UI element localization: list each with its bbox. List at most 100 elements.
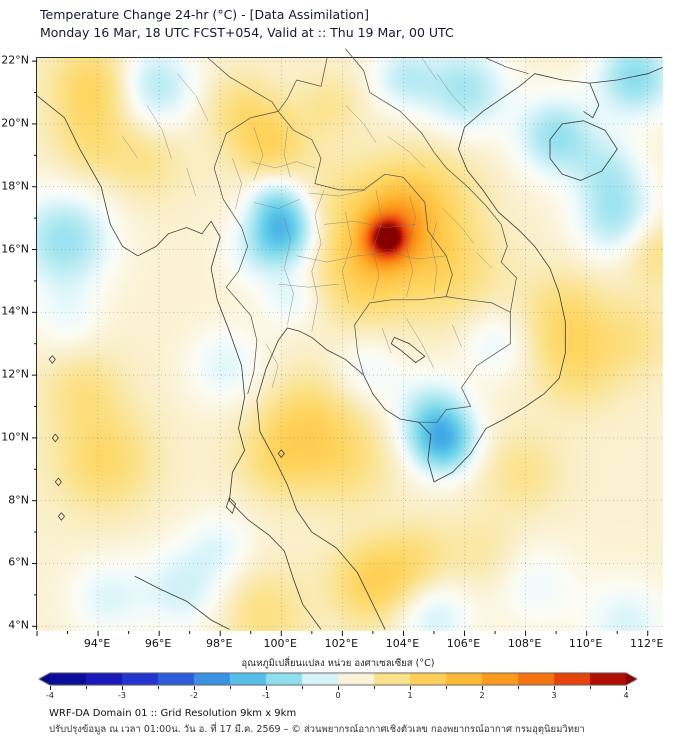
coastline <box>583 82 600 119</box>
x-tick-label: 112°E <box>629 637 664 650</box>
province-boundary <box>381 327 392 354</box>
y-tick-label: 8°N <box>8 493 29 507</box>
province-boundary <box>452 324 462 347</box>
x-tick-label: 102°E <box>324 637 359 650</box>
country-border <box>354 296 447 376</box>
map-plot-area <box>32 48 664 636</box>
colorbar-tick <box>410 686 411 690</box>
country-border <box>296 57 328 87</box>
colorbar-tick <box>446 686 447 689</box>
colorbar-tick-label: -4 <box>46 691 54 700</box>
y-tick-label: 22°N <box>1 53 29 67</box>
colorbar-ticks: -4 -3 -2 -1 0 1 2 3 4 <box>38 686 638 706</box>
province-boundary <box>345 104 377 143</box>
colorbar-tick-label: 0 <box>335 691 341 700</box>
coastline <box>36 95 322 630</box>
footer-update-info: ปรับปรุงข้อมูล ณ เวลา 01:00น. วัน อ. ที่… <box>49 724 585 735</box>
coastline <box>54 477 62 487</box>
map-overlay-svg <box>32 48 664 636</box>
colorbar-tick <box>194 686 195 690</box>
province-boundary <box>436 73 468 112</box>
province-boundary <box>253 199 300 209</box>
province-boundary <box>146 104 172 159</box>
country-border <box>277 79 297 112</box>
country-border <box>485 57 529 75</box>
province-boundary <box>342 211 352 303</box>
country-border <box>207 57 279 112</box>
coastline <box>549 120 618 181</box>
x-tick-label: 106°E <box>446 637 481 650</box>
y-tick-label: 6°N <box>8 555 29 569</box>
x-tick-label: 96°E <box>144 637 172 650</box>
province-boundary <box>406 318 435 369</box>
colorbar-tick <box>302 686 303 689</box>
y-tick-label: 18°N <box>1 179 29 193</box>
country-border <box>213 111 279 395</box>
footer-domain-info: WRF-DA Domain 01 :: Grid Resolution 9km … <box>49 708 297 719</box>
province-boundary <box>122 136 139 159</box>
colorbar-canvas <box>38 672 638 686</box>
province-boundary <box>186 167 197 197</box>
x-axis-labels: 94°E 96°E 98°E 100°E 102°E 104°E 106°E 108°E 110… <box>36 637 664 651</box>
y-tick-label: 16°N <box>1 242 29 256</box>
province-boundary <box>372 189 383 300</box>
coastline <box>57 512 66 521</box>
x-tick-label: 110°E <box>568 637 603 650</box>
coastline <box>225 497 236 515</box>
colorbar-tick <box>626 686 627 690</box>
province-boundary <box>388 136 425 169</box>
x-tick-label: 94°E <box>83 637 111 650</box>
colorbar: -4 -3 -2 -1 0 1 2 3 4 <box>38 672 638 706</box>
coastline <box>51 433 59 443</box>
province-boundary <box>253 127 264 181</box>
colorbar-tick <box>158 686 159 689</box>
country-border <box>446 296 511 313</box>
province-boundary <box>323 221 416 228</box>
x-tick-label: 100°E <box>263 637 298 650</box>
province-boundary <box>232 158 242 209</box>
colorbar-tick <box>482 686 483 690</box>
colorbar-tick <box>50 686 51 690</box>
coastline <box>277 449 285 459</box>
province-boundary <box>250 161 315 169</box>
y-tick-label: 10°N <box>1 430 29 444</box>
province-boundary <box>430 221 438 294</box>
country-border <box>277 111 453 297</box>
province-boundary <box>406 196 416 297</box>
province-boundary <box>265 343 279 388</box>
province-boundary <box>308 189 367 197</box>
colorbar-tick-label: 3 <box>551 691 557 700</box>
x-tick-label: 104°E <box>385 637 420 650</box>
colorbar-tick <box>554 686 555 690</box>
y-tick-label: 20°N <box>1 116 29 130</box>
country-border <box>418 312 511 423</box>
province-boundary <box>442 208 474 244</box>
colorbar-tick <box>374 686 375 689</box>
temperature-field-canvas <box>37 58 663 631</box>
colorbar-tick <box>230 686 231 689</box>
coastline <box>134 575 230 630</box>
province-boundary <box>278 283 340 288</box>
y-tick-label: 12°N <box>1 367 29 381</box>
y-tick-label: 14°N <box>1 304 29 318</box>
colorbar-tick-label: 1 <box>407 691 413 700</box>
colorbar-tick-label: -3 <box>118 691 126 700</box>
colorbar-tick-label: 4 <box>623 691 629 700</box>
colorbar-tick <box>266 686 267 690</box>
figure-subtitle: Monday 16 Mar, 18 UTC FCST+054, Valid at… <box>40 25 454 40</box>
province-boundary <box>284 218 294 325</box>
coastline <box>534 67 664 84</box>
province-boundary <box>421 57 438 81</box>
x-tick-label: 108°E <box>507 637 542 650</box>
province-boundary <box>177 73 209 121</box>
x-tick-label: 98°E <box>205 637 233 650</box>
country-border <box>345 48 517 313</box>
colorbar-tick-label: 2 <box>479 691 485 700</box>
colorbar-tick <box>590 686 591 689</box>
colorbar-tick-label: -1 <box>262 691 270 700</box>
colorbar-tick <box>338 686 339 690</box>
coastline <box>256 73 566 630</box>
y-axis-labels: 4°N 6°N 8°N 10°N 12°N 14°N 16°N 18°N 20°N 22°N <box>0 53 32 632</box>
colorbar-tick <box>122 686 123 690</box>
